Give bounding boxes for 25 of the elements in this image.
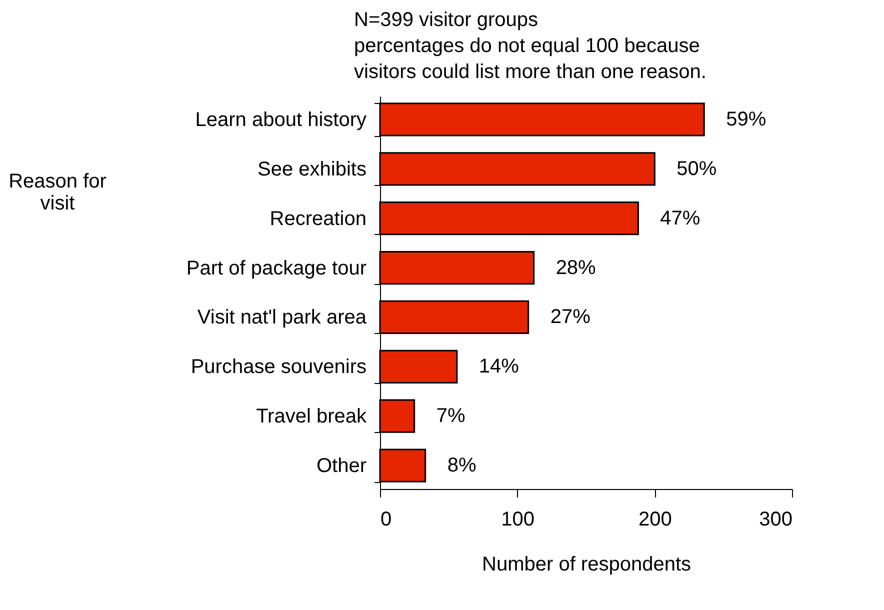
text: N=399 visitor groups <box>354 9 538 31</box>
annotation: 14% <box>478 356 520 378</box>
y-axis-title: Reason for visit <box>8 170 107 214</box>
y-tick-label: Recreation <box>270 208 366 230</box>
x-tick-label: 100 <box>501 508 535 530</box>
y-tick-label: Learn about history <box>195 108 366 131</box>
annotation: 28% <box>556 256 596 279</box>
y-tick-label: Visit nat'l park area <box>197 306 368 329</box>
x-tick-label: 200 <box>638 508 672 530</box>
annotation: 27% <box>550 306 591 328</box>
x-axis-title: Number of respondents <box>482 554 692 576</box>
y-tick-label: See exhibits <box>258 158 366 180</box>
text: visitors could list more than one reason. <box>354 61 706 83</box>
annotation: 59% <box>726 108 766 130</box>
annotation: 50% <box>676 158 717 180</box>
text: percentages do not equal 100 because <box>354 35 700 57</box>
annotation: 7% <box>436 405 466 428</box>
y-tick-label: Part of package tour <box>186 257 367 280</box>
x-tick-label: 0 <box>380 508 392 530</box>
y-tick-label: Other <box>316 455 367 478</box>
y-tick-label: Purchase souvenirs <box>190 356 366 378</box>
x-tick-label: 300 <box>759 508 792 530</box>
annotation: 47% <box>660 207 700 230</box>
y-tick-label: Travel break <box>256 406 368 428</box>
annotation: 8% <box>447 454 476 477</box>
